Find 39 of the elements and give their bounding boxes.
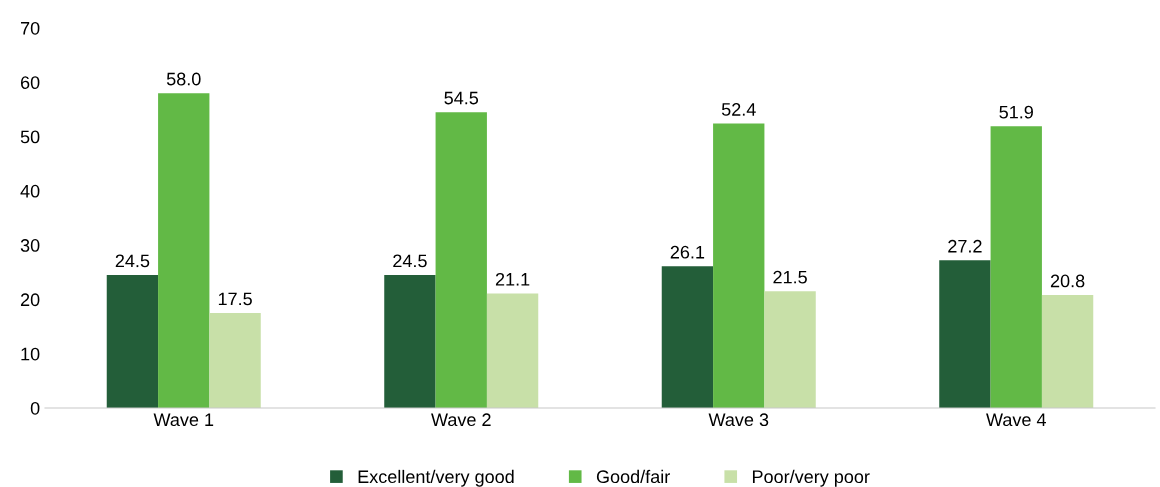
text: 27.2 <box>948 239 982 253</box>
legend-label: Good/fair <box>596 469 670 484</box>
text: 21.1 <box>495 272 530 286</box>
text: 51.9 <box>999 105 1033 119</box>
bar <box>713 123 765 408</box>
y-tick-label: 10 <box>21 347 40 361</box>
text: 24.5 <box>393 254 427 268</box>
legend-label: Poor/very poor <box>752 469 870 487</box>
bar <box>384 275 436 408</box>
bar <box>661 266 714 408</box>
text: 21.5 <box>773 270 807 284</box>
y-tick-label: 50 <box>20 130 40 144</box>
bar <box>764 291 816 408</box>
y-tick-label: 40 <box>20 184 40 198</box>
bar <box>939 260 991 408</box>
y-tick-label: 70 <box>20 21 40 35</box>
x-tick-label: Wave 2 <box>431 413 491 427</box>
text: 54.5 <box>444 91 479 105</box>
text: 17.5 <box>218 292 252 306</box>
bar <box>209 313 261 408</box>
text: 24.5 <box>115 254 150 268</box>
y-tick-label: 0 <box>30 401 40 415</box>
bar <box>435 112 487 408</box>
bar <box>106 275 159 408</box>
text: 52.4 <box>721 103 756 116</box>
x-tick-label: Wave 4 <box>986 413 1046 427</box>
y-tick-label: 30 <box>20 239 40 252</box>
text: 20.8 <box>1050 274 1085 288</box>
bar <box>158 93 210 408</box>
y-tick-label: 60 <box>20 76 40 90</box>
text: 26.1 <box>670 245 705 259</box>
bar <box>486 293 539 408</box>
legend-label: Excellent/very good <box>358 469 514 487</box>
x-tick-label: Wave 3 <box>708 413 769 427</box>
y-tick-label: 20 <box>20 293 40 307</box>
bar <box>990 126 1042 408</box>
bar <box>1041 295 1094 408</box>
text: 58.0 <box>166 72 201 86</box>
x-tick-label: Wave 1 <box>153 413 214 427</box>
